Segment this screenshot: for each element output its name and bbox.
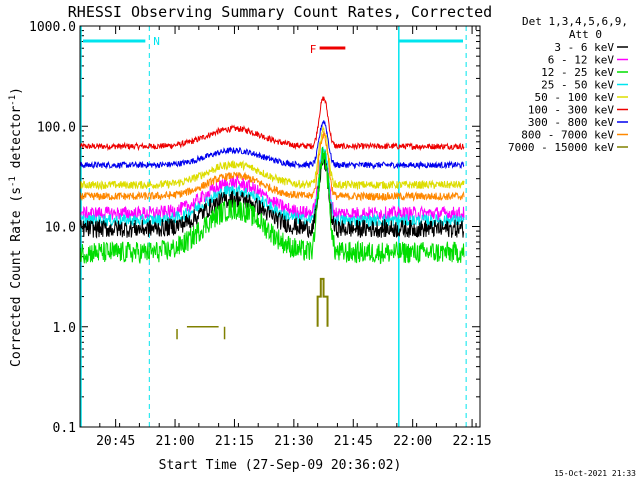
series-line [79, 131, 465, 202]
series-line [79, 150, 465, 223]
y-tick-label: 100.0 [37, 120, 76, 135]
x-tick-label: 21:45 [334, 434, 373, 449]
x-tick-label: 20:45 [96, 434, 135, 449]
night-label: N [153, 35, 160, 48]
y-tick-label: 1000.0 [29, 20, 76, 35]
series-line [79, 146, 465, 265]
legend-entry-label: 7000 - 15000 keV [508, 141, 614, 154]
x-tick-label: 21:15 [215, 434, 254, 449]
x-axis-label: Start Time (27-Sep-09 20:36:02) [159, 458, 402, 473]
x-tick-label: 21:00 [155, 434, 194, 449]
series-line [79, 126, 465, 191]
legend-entry-label: 800 - 7000 keV [521, 129, 614, 142]
plot-area: 0.1 1.0 10.0 100.0 1000.0 20:45 21:00 21:15 21:3… [29, 20, 492, 449]
x-tick-label: 21:30 [274, 434, 313, 449]
y-axis-label: Corrected Count Rate (s-1 detector-1) [8, 87, 24, 367]
y-tick-label: 0.1 [53, 421, 76, 436]
series-line [79, 153, 465, 239]
x-tick-label: 22:00 [393, 434, 432, 449]
x-tick-label: 22:15 [453, 434, 492, 449]
footer-date: 15-Oct-2021 21:33 [554, 469, 636, 478]
legend-entry-label: 100 - 300 keV [528, 104, 614, 117]
series-line [79, 120, 465, 170]
legend-entry-label: 300 - 800 keV [528, 116, 614, 129]
series-line [79, 146, 465, 228]
legend-entry-label: 3 - 6 keV [554, 41, 614, 54]
series-line [316, 277, 329, 327]
legend-entry-label: 12 - 25 keV [541, 66, 614, 79]
y-tick-label: 10.0 [45, 221, 76, 236]
series-line [79, 96, 465, 152]
chart-title: RHESSI Observing Summary Count Rates, Co… [68, 3, 492, 21]
legend-entry-label: 25 - 50 keV [541, 79, 614, 92]
legend-header-line1: Det 1,3,4,5,6,9, [522, 15, 628, 28]
y-tick-label: 1.0 [53, 321, 76, 336]
legend-header-line2: Att 0 [569, 28, 602, 41]
legend-entry-label: 50 - 100 keV [535, 91, 615, 104]
flare-label: F [310, 43, 317, 56]
plot-frame [79, 25, 481, 428]
legend-entry-label: 6 - 12 keV [548, 54, 615, 67]
